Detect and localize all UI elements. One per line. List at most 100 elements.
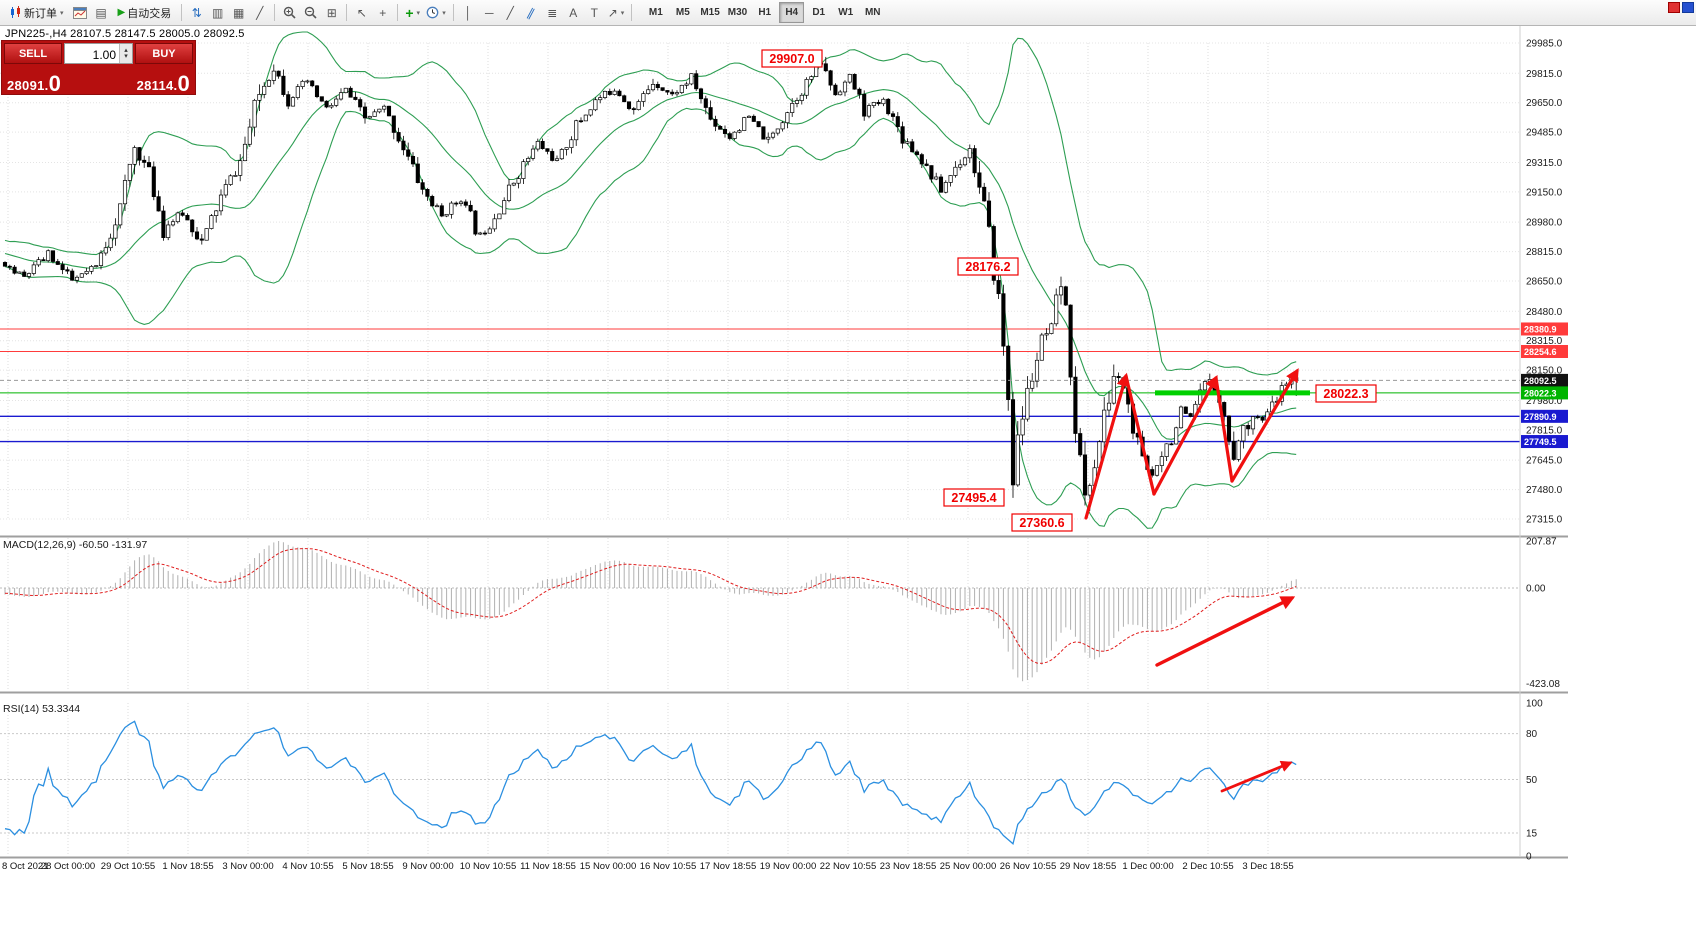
svg-text:26 Nov 10:55: 26 Nov 10:55 <box>1000 861 1057 872</box>
svg-text:1 Nov 18:55: 1 Nov 18:55 <box>162 861 213 872</box>
svg-text:9 Nov 00:00: 9 Nov 00:00 <box>402 861 453 872</box>
axis-price-boxes: 28380.9 28254.6 28092.5 28022.3 27890.9 27749… <box>1521 322 1568 449</box>
trendline-button[interactable]: ╱ <box>500 2 521 23</box>
volume-value[interactable]: 1.00 <box>92 48 116 62</box>
timeframe-button-h4[interactable]: H4 <box>779 2 805 23</box>
volume-down-icon[interactable]: ▾ <box>124 52 128 60</box>
timeframe-button-m30[interactable]: M30 <box>725 2 750 23</box>
chart-symbol-ohlc: JPN225-,H4 28107.5 28147.5 28005.0 28092… <box>5 28 245 40</box>
chevron-down-icon: ▾ <box>442 9 446 17</box>
svg-text:-423.08: -423.08 <box>1526 679 1560 690</box>
channel-icon: ∥ <box>525 4 538 21</box>
svg-text:15 Nov 00:00: 15 Nov 00:00 <box>580 861 637 872</box>
macd-histogram <box>4 541 1297 682</box>
new-order-label: 新订单 <box>24 7 57 20</box>
timeframe-button-m1[interactable]: M1 <box>643 2 668 23</box>
crosshair-button[interactable]: + <box>372 2 393 23</box>
toolbar-separator <box>181 4 183 21</box>
macd-signal-line <box>4 548 1297 664</box>
timeframe-button-h1[interactable]: H1 <box>752 2 777 23</box>
sell-price-big-digit: 0 <box>48 71 62 96</box>
svg-text:4 Nov 10:55: 4 Nov 10:55 <box>282 861 333 872</box>
svg-text:0.00: 0.00 <box>1526 584 1546 595</box>
vertical-line-button[interactable]: │ <box>458 2 479 23</box>
profile-button[interactable]: ▤ <box>91 2 112 23</box>
horizontal-lines[interactable] <box>0 328 1520 443</box>
trend-arrow-macd[interactable] <box>1155 596 1296 667</box>
timeframe-button-mn[interactable]: MN <box>860 2 885 23</box>
svg-text:5 Nov 18:55: 5 Nov 18:55 <box>342 861 393 872</box>
zoom-in-icon <box>284 6 296 19</box>
chart-canvas[interactable]: 29985.0 29815.0 29650.0 29485.0 29315.0 29150… <box>0 26 1570 876</box>
new-order-icon <box>11 6 20 18</box>
cursor-icon: ↖ <box>356 5 367 20</box>
grid <box>0 42 1520 856</box>
plus-icon: + <box>405 4 414 21</box>
price-annotations[interactable]: 29907.0 28176.2 27495.4 27360.6 28022.3 <box>761 49 1377 532</box>
svg-text:27645.0: 27645.0 <box>1526 456 1563 467</box>
bar-chart-type-button[interactable]: ▥ <box>207 2 228 23</box>
toolbar: 新订单 ▾ ▤ ▶ 自动交易 ⇅ ▥ ▦ ╱ ⊞ ↖ + + ▾ ▾ │ ─ ╱ … <box>0 0 1696 26</box>
clock-icon <box>426 6 439 19</box>
cursor-button[interactable]: ↖ <box>351 2 372 23</box>
zoom-in-button[interactable] <box>279 2 300 23</box>
svg-text:2 Dec 10:55: 2 Dec 10:55 <box>1182 861 1233 872</box>
sell-button[interactable]: SELL <box>4 43 62 64</box>
rsi-label: RSI(14) 53.3344 <box>3 703 81 715</box>
vertical-line-icon: │ <box>464 5 472 20</box>
svg-text:28022.3: 28022.3 <box>1323 387 1368 401</box>
volume-spinner[interactable]: ▴ ▾ <box>119 44 132 63</box>
timeframe-button-m5[interactable]: M5 <box>670 2 695 23</box>
timeframe-button-w1[interactable]: W1 <box>833 2 858 23</box>
horizontal-line-button[interactable]: ─ <box>479 2 500 23</box>
label-button[interactable]: T <box>584 2 605 23</box>
tile-windows-icon: ⊞ <box>326 5 337 20</box>
trend-arrow-rsi[interactable] <box>1220 760 1293 793</box>
svg-text:27480.0: 27480.0 <box>1526 485 1563 496</box>
auto-trading-button[interactable]: ▶ 自动交易 <box>112 2 178 23</box>
chart-window[interactable]: 29985.0 29815.0 29650.0 29485.0 29315.0 29150… <box>0 26 1696 939</box>
period-button[interactable]: ▾ <box>423 2 449 23</box>
indicator-sort-button[interactable]: ⇅ <box>186 2 207 23</box>
timeframe-group: M1 M5 M15 M30 H1 H4 D1 W1 MN <box>642 2 886 23</box>
label-icon: T <box>590 5 598 20</box>
one-click-trade-panel: SELL 1.00 ▴ ▾ BUY 28091. 0 28114. 0 <box>1 40 196 95</box>
svg-text:80: 80 <box>1526 729 1538 740</box>
corner-badges <box>1668 2 1694 13</box>
timeframe-button-d1[interactable]: D1 <box>806 2 831 23</box>
candle-chart-type-button[interactable]: ▦ <box>228 2 249 23</box>
alert-badge-red-icon[interactable] <box>1668 2 1680 13</box>
svg-text:28150.0: 28150.0 <box>1526 366 1563 377</box>
volume-up-icon[interactable]: ▴ <box>124 46 128 54</box>
buy-button[interactable]: BUY <box>135 43 193 64</box>
timeframe-button-m15[interactable]: M15 <box>697 2 722 23</box>
trend-arrows-main[interactable] <box>1084 368 1299 520</box>
svg-text:29485.0: 29485.0 <box>1526 128 1563 139</box>
line-chart-type-button[interactable]: ╱ <box>249 2 270 23</box>
fibonacci-button[interactable]: ≣ <box>542 2 563 23</box>
svg-text:3 Dec 18:55: 3 Dec 18:55 <box>1242 861 1293 872</box>
chart-window-button[interactable] <box>70 2 91 23</box>
add-indicator-button[interactable]: + ▾ <box>402 2 423 23</box>
volume-field[interactable]: 1.00 ▴ ▾ <box>64 43 133 64</box>
candlestick-series <box>2 56 1299 511</box>
text-button[interactable]: A <box>563 2 584 23</box>
line-chart-icon: ╱ <box>256 5 264 20</box>
svg-text:29 Oct 10:55: 29 Oct 10:55 <box>101 861 155 872</box>
buy-price: 28114. 0 <box>137 73 190 95</box>
arrows-button[interactable]: ↗ ▾ <box>605 2 628 23</box>
channel-button[interactable]: ∥ <box>521 2 542 23</box>
svg-text:17 Nov 18:55: 17 Nov 18:55 <box>700 861 757 872</box>
zoom-out-button[interactable] <box>300 2 321 23</box>
new-order-button[interactable]: 新订单 ▾ <box>3 2 70 23</box>
zoom-out-icon <box>305 6 317 19</box>
toolbar-separator <box>274 4 276 21</box>
alert-badge-blue-icon[interactable] <box>1682 2 1694 13</box>
svg-text:23 Nov 18:55: 23 Nov 18:55 <box>880 861 937 872</box>
svg-text:28254.6: 28254.6 <box>1524 347 1557 357</box>
tile-windows-button[interactable]: ⊞ <box>321 2 342 23</box>
toolbar-separator <box>631 4 633 21</box>
svg-text:10 Nov 10:55: 10 Nov 10:55 <box>460 861 517 872</box>
svg-text:27815.0: 27815.0 <box>1526 425 1563 436</box>
